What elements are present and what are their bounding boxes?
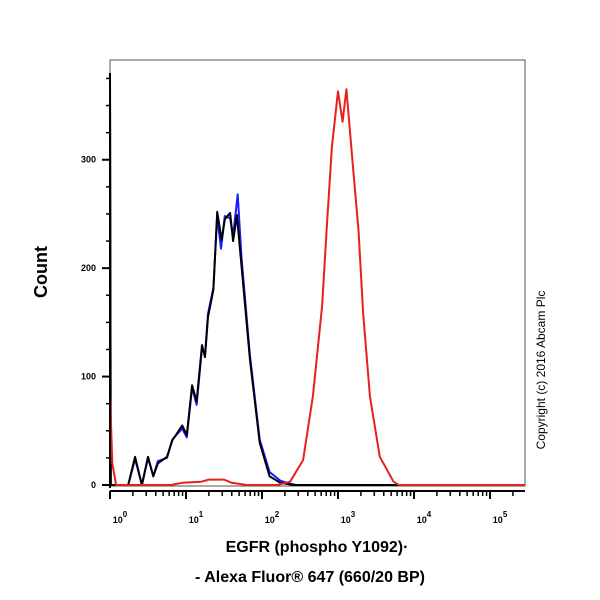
x-tick-label: 101 — [189, 510, 204, 525]
series-group — [109, 72, 525, 486]
x-tick-label: 100 — [113, 510, 128, 525]
x-tick-label: 102 — [265, 510, 280, 525]
plot-frame — [109, 59, 526, 487]
series-line-0 — [109, 72, 525, 486]
copyright-annotation: Copyright (c) 2016 Abcam Plc — [534, 291, 548, 450]
y-tick-label: 0 — [91, 480, 96, 490]
y-tick-label: 200 — [81, 263, 96, 273]
y-tick-label: 300 — [81, 155, 96, 165]
x-axis-label-line2: - Alexa Fluor® 647 (660/20 BP) — [195, 569, 425, 586]
x-axis-label-line1: EGFR (phospho Y1092)· — [226, 539, 409, 556]
x-tick-label: 103 — [341, 510, 356, 525]
series-line-1 — [109, 72, 525, 486]
y-axis-label: Count — [31, 246, 51, 298]
x-tick-label: 105 — [493, 510, 508, 525]
y-tick-label: 100 — [81, 372, 96, 382]
series-line-2 — [109, 88, 525, 486]
x-tick-label: 104 — [417, 510, 432, 525]
axes-group: 0 100 200 300 100 101 102 103 104 105 — [81, 77, 525, 525]
